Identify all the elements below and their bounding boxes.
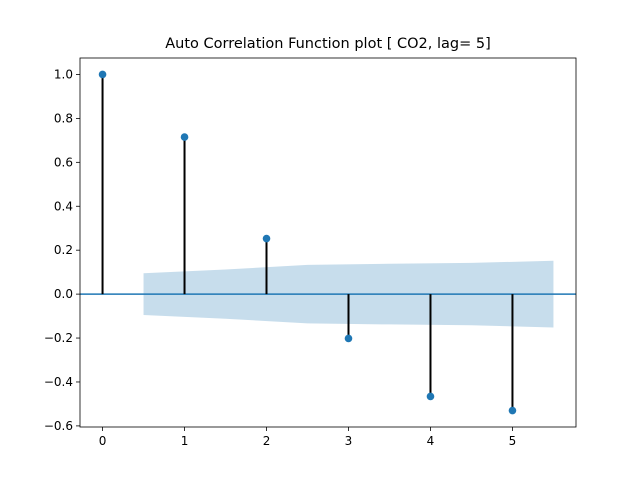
stem-layer: [101, 74, 514, 411]
chart-title: Auto Correlation Function plot [ CO2, la…: [165, 36, 491, 52]
y-tick-label: −0.4: [44, 375, 73, 389]
acf-marker-lag-4: [426, 392, 435, 401]
x-tick-label: 1: [181, 434, 189, 448]
y-axis-ticks: 1.0 0.8 0.6 0.4 0.2 0.0 −0.2 −0.4 −0.6: [44, 67, 80, 433]
y-tick-label: 0.6: [54, 155, 73, 169]
y-tick-label: 0.8: [54, 111, 73, 125]
y-tick-label: 1.0: [54, 67, 73, 81]
acf-marker-lag-3: [344, 334, 353, 343]
y-tick-label: −0.6: [44, 419, 73, 433]
acf-marker-lag-0: [98, 70, 107, 79]
x-tick-label: 3: [345, 434, 353, 448]
x-tick-label: 5: [509, 434, 517, 448]
acf-marker-lag-1: [180, 133, 189, 141]
axes-frame: [79, 57, 577, 428]
y-tick-label: 0.2: [54, 243, 73, 257]
y-tick-label: −0.2: [44, 331, 73, 345]
x-tick-label: 2: [263, 434, 271, 448]
x-tick-label: 4: [427, 434, 435, 448]
y-tick-label: 0.0: [54, 287, 73, 301]
marker-layer: [98, 70, 517, 415]
acf-marker-lag-5: [508, 406, 517, 415]
x-tick-label: 0: [99, 434, 107, 448]
x-axis-ticks: 0 1 2 3 4 5: [99, 427, 517, 448]
y-tick-label: 0.4: [54, 199, 73, 213]
acf-marker-lag-2: [262, 234, 271, 243]
